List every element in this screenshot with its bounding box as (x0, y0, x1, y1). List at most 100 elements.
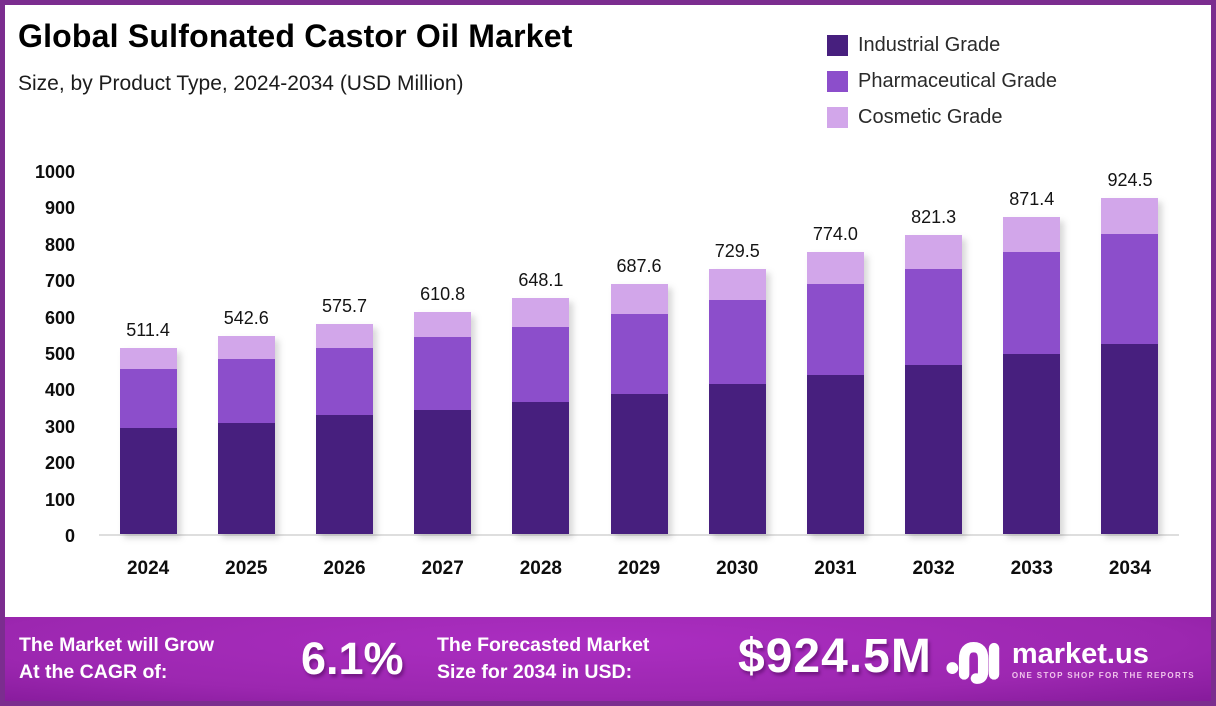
y-axis: 0 100 200 300 400 500 600 700 800 900 1000 (5, 162, 75, 546)
bar-segment-industrial-grade (315, 415, 373, 534)
bar-group: 774.0 (786, 224, 884, 534)
bar-segment-industrial-grade (512, 401, 570, 534)
bar-total-label: 648.1 (518, 270, 564, 291)
y-tick-label: 800 (44, 234, 75, 255)
legend-swatch-industrial (827, 34, 848, 56)
bar-total-label: 924.5 (1107, 169, 1153, 190)
y-tick-label: 1000 (34, 162, 75, 182)
bar-total-label: 687.6 (616, 255, 662, 276)
bar-group: 610.8 (394, 284, 492, 534)
bar-group: 575.7 (295, 296, 393, 534)
bar-segment-industrial-grade (1003, 353, 1061, 534)
x-tick-label: 2025 (225, 558, 268, 579)
x-tick-label: 2034 (1108, 558, 1152, 579)
stacked-bar (414, 311, 472, 534)
cagr-caption-line2: At the CAGR of: (19, 661, 168, 683)
bar-segment-cosmetic-grade (315, 324, 373, 348)
cagr-caption-line1: The Market will Grow (19, 634, 215, 656)
bar-segment-industrial-grade (610, 393, 668, 534)
y-tick-label: 0 (64, 526, 75, 546)
bar-segment-pharmaceutical-grade (119, 369, 177, 429)
forecast-value: $924.5M (738, 630, 932, 683)
legend-label: Cosmetic Grade (858, 105, 1003, 128)
x-tick-label: 2031 (814, 558, 857, 579)
stacked-bar (610, 283, 668, 534)
bar-segment-industrial-grade (806, 374, 864, 534)
bar-segment-pharmaceutical-grade (414, 337, 472, 410)
bar-segment-industrial-grade (708, 384, 766, 534)
bar-segment-cosmetic-grade (610, 283, 668, 314)
stacked-bar (806, 252, 864, 534)
bar-segment-pharmaceutical-grade (315, 347, 373, 416)
bar-group: 542.6 (197, 308, 295, 534)
bar-total-label: 610.8 (420, 283, 466, 304)
stacked-bar (708, 268, 766, 534)
page-title: Global Sulfonated Castor Oil Market (18, 18, 573, 54)
bottom-banner: The Market will Grow At the CAGR of: 6.1… (5, 617, 1211, 701)
forecast-caption-line2: Size for 2034 in USD: (437, 661, 633, 683)
stacked-bar (1101, 197, 1159, 534)
stacked-bar (512, 298, 570, 534)
bar-group: 687.6 (590, 256, 688, 534)
bar-segment-pharmaceutical-grade (512, 326, 570, 402)
marketus-logo-tagline: ONE STOP SHOP FOR THE REPORTS (1011, 670, 1195, 680)
x-tick-label: 2032 (912, 558, 955, 579)
bar-group: 871.4 (983, 189, 1081, 534)
y-tick-label: 600 (44, 307, 75, 328)
legend-item-pharmaceutical: Pharmaceutical Grade (827, 63, 1057, 99)
y-tick-label: 400 (44, 380, 75, 401)
x-tick-label: 2026 (323, 558, 366, 579)
forecast-caption: The Forecasted Market Size for 2034 in U… (437, 632, 649, 686)
legend-swatch-cosmetic (827, 106, 848, 128)
bar-group: 648.1 (492, 270, 590, 534)
bar-segment-cosmetic-grade (512, 298, 570, 327)
bar-segment-cosmetic-grade (708, 268, 766, 300)
stacked-bar (119, 347, 177, 534)
stacked-bar (315, 324, 373, 534)
stacked-bar (1003, 216, 1061, 534)
cagr-caption: The Market will Grow At the CAGR of: (19, 632, 214, 686)
bar-group: 511.4 (99, 320, 197, 534)
bar-segment-cosmetic-grade (217, 336, 275, 359)
stacked-bar (905, 235, 963, 534)
y-tick-label: 700 (44, 271, 75, 292)
bar-group: 729.5 (688, 241, 786, 534)
y-tick-label: 900 (44, 198, 75, 219)
bar-total-label: 821.3 (911, 207, 957, 228)
x-tick-label: 2028 (519, 558, 562, 579)
legend-item-industrial: Industrial Grade (827, 27, 1057, 63)
forecast-caption-line1: The Forecasted Market (437, 634, 650, 656)
bar-total-label: 542.6 (223, 308, 269, 329)
bar-segment-cosmetic-grade (1003, 216, 1061, 252)
bar-segment-industrial-grade (414, 409, 472, 534)
y-tick-label: 500 (44, 344, 75, 364)
bar-segment-pharmaceutical-grade (708, 299, 766, 385)
legend-swatch-pharmaceutical (827, 70, 848, 92)
bar-total-label: 511.4 (126, 319, 170, 340)
x-tick-label: 2029 (617, 558, 661, 579)
x-tick-label: 2030 (716, 558, 759, 579)
x-tick-label: 2024 (126, 558, 170, 579)
bar-total-label: 871.4 (1009, 188, 1055, 209)
bar-segment-industrial-grade (905, 365, 963, 534)
marketus-logo-text-block: market.us ONE STOP SHOP FOR THE REPORTS (1012, 639, 1195, 680)
legend-item-cosmetic: Cosmetic Grade (827, 99, 1057, 135)
bar-segment-cosmetic-grade (119, 347, 177, 370)
bar-total-label: 774.0 (812, 224, 858, 245)
bar-segment-cosmetic-grade (905, 235, 963, 269)
y-tick-label: 200 (44, 453, 75, 474)
marketus-logo-text: market.us (1011, 637, 1149, 670)
cagr-value: 6.1% (301, 633, 404, 684)
bar-segment-industrial-grade (1101, 343, 1159, 534)
bar-total-label: 575.7 (321, 296, 367, 317)
legend-label: Pharmaceutical Grade (858, 69, 1057, 92)
x-tick-label: 2033 (1010, 558, 1053, 579)
bar-segment-cosmetic-grade (806, 252, 864, 285)
plot-area: 511.4 542.6 575.7 610.8 648.1 687.6 729.5 774.0… (99, 169, 1179, 536)
bar-total-label: 729.5 (714, 240, 760, 261)
bar-segment-cosmetic-grade (414, 311, 472, 338)
bar-segment-industrial-grade (217, 422, 275, 534)
y-tick-label: 100 (44, 489, 75, 510)
bar-segment-cosmetic-grade (1101, 197, 1159, 234)
